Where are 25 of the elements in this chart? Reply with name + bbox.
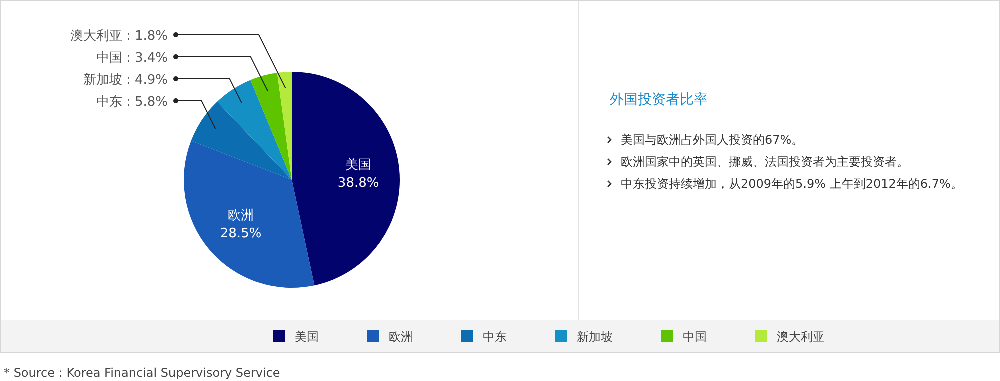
pie-slice [292,72,400,286]
legend-label: 中国 [683,330,707,344]
legend-label: 美国 [295,330,319,344]
data-label: 中东 : 5.8% [96,95,168,110]
pie-slice [191,102,292,180]
pie-slice [217,80,292,180]
data-label: 新加坡 : 4.9% [83,73,168,88]
legend-label: 澳大利亚 [777,330,825,344]
pie-slice [184,140,315,288]
data-label: 28.5% [220,226,262,242]
legend-label: 新加坡 [577,330,613,344]
data-label: 中国 : 3.4% [96,51,168,66]
text: * Source : Korea Financial Supervisory Service [4,366,280,380]
text: 欧洲国家中的英国、挪威、法国投资者为主要投资者。 [621,155,909,169]
data-label: 澳大利亚 : 1.8% [70,29,168,44]
pie-slice [250,72,292,180]
pie-slice [277,72,292,180]
legend-label: 欧洲 [389,330,413,344]
data-label: 38.8% [338,176,380,192]
text: 中东投资持续增加，从2009年的5.9% 上午到2012年的6.7%。 [621,177,963,191]
text: 外国投资者比率 [610,92,708,108]
legend-label: 中东 [483,330,507,344]
slice-label: 欧洲 [228,208,254,224]
text: 美国与欧洲占外国人投资的67%。 [621,133,804,147]
slice-label: 美国 [346,157,372,174]
